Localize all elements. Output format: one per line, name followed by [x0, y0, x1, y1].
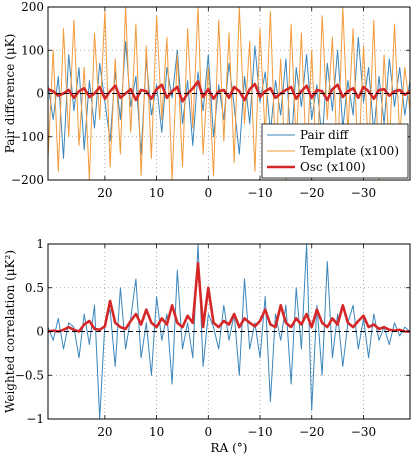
panel-2: 20 10 0 −10 −20 −30 −1 −0.5 0 0.5 1 Weighted correl… — [3, 237, 411, 455]
y-tick-label: −200 — [11, 173, 44, 187]
x-tick-label: −10 — [247, 186, 272, 200]
x-tick-label: −10 — [247, 425, 272, 439]
x-tick-label: −30 — [351, 186, 376, 200]
x-tick-label: 20 — [97, 425, 112, 439]
x-tick-label: −20 — [299, 425, 324, 439]
x-tick-label: −20 — [299, 186, 324, 200]
y-tick-label: −100 — [11, 130, 44, 144]
y-tick-label: 0 — [36, 325, 44, 339]
y-tick-label: 1 — [36, 237, 44, 251]
x-tick-label: 10 — [149, 425, 164, 439]
y-tick-label: −1 — [26, 412, 44, 426]
legend-label: Osc (x100) — [300, 160, 366, 174]
y-tick-label: 0 — [36, 87, 44, 101]
legend-label: Template (x100) — [300, 144, 399, 158]
x-tick-label: −30 — [351, 425, 376, 439]
y-tick-label: 0.5 — [25, 281, 44, 295]
y-axis-label: Weighted correlation (μK²) — [3, 250, 17, 413]
x-tick-label: 0 — [204, 186, 212, 200]
series-group — [48, 244, 410, 419]
series-line-template-x100 — [48, 7, 410, 180]
legend: Pair diff Template (x100) Osc (x100) — [261, 123, 409, 179]
legend-label: Pair diff — [300, 128, 350, 142]
y-tick-label: −0.5 — [15, 368, 44, 382]
x-axis-label: RA (°) — [211, 441, 248, 455]
y-axis-label: Pair difference (μK) — [3, 34, 17, 154]
series-line-red — [48, 261, 410, 333]
y-tick-label: 100 — [21, 43, 44, 57]
x-tick-label: 10 — [149, 186, 164, 200]
x-tick-label: 20 — [97, 186, 112, 200]
y-tick-label: 200 — [21, 0, 44, 14]
x-tick-label: 0 — [204, 425, 212, 439]
series-group — [48, 7, 410, 180]
